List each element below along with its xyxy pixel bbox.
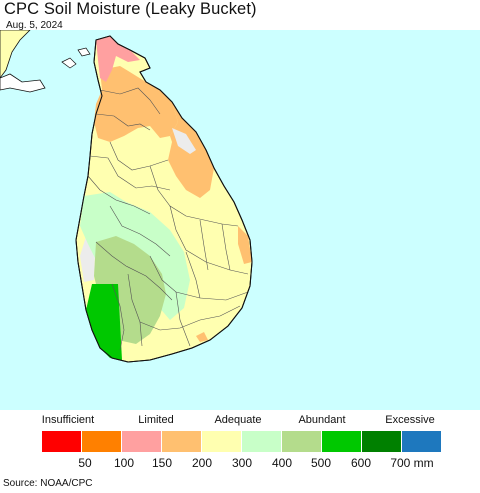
map-area <box>0 30 480 410</box>
legend-category-labels: Insufficient Limited Adequate Abundant E… <box>0 414 480 430</box>
legend-tick: 600 <box>350 456 372 470</box>
legend-swatch <box>122 431 162 452</box>
legend-swatch <box>322 431 362 452</box>
legend-swatch <box>362 431 402 452</box>
source-note: Source: NOAA/CPC <box>3 478 93 489</box>
legend-tick: 400 <box>271 456 293 470</box>
legend-label-excessive: Excessive <box>385 414 435 426</box>
zone-southwest <box>86 284 122 360</box>
map-date: Aug. 5, 2024 <box>6 20 63 31</box>
island <box>77 47 91 57</box>
legend-swatch <box>162 431 202 452</box>
legend-colorbar <box>42 431 442 452</box>
island <box>61 57 77 69</box>
legend-swatch <box>282 431 322 452</box>
zone-nodata-east <box>172 128 196 154</box>
legend-tick: 150 <box>151 456 173 470</box>
legend-swatch <box>242 431 282 452</box>
legend-label-insufficient: Insufficient <box>41 414 95 426</box>
legend-tick: 300 <box>231 456 253 470</box>
district-borders <box>87 87 249 351</box>
coastline <box>75 35 253 363</box>
legend-swatch <box>402 431 442 452</box>
legend-tick: 200 <box>191 456 213 470</box>
legend-swatch <box>82 431 122 452</box>
india-south-tip <box>0 73 46 93</box>
zone-south-dot <box>196 332 208 342</box>
map-title: CPC Soil Moisture (Leaky Bucket) <box>4 0 257 18</box>
zone-jaffna <box>96 36 140 82</box>
legend-label-adequate: Adequate <box>214 414 262 426</box>
legend-swatch <box>202 431 242 452</box>
legend-tick: 700 mm <box>390 456 434 470</box>
legend-tick: 100 <box>113 456 135 470</box>
legend-label-abundant: Abundant <box>298 414 346 426</box>
soil-moisture-map <box>0 30 480 410</box>
legend-label-limited: Limited <box>138 414 174 426</box>
india-coast <box>0 30 31 79</box>
legend-tick: 50 <box>78 456 92 470</box>
legend-swatch <box>42 431 82 452</box>
legend-tick: 500 <box>310 456 332 470</box>
legend-tick-labels: 50 100 150 200 300 400 500 600 700 mm <box>0 456 480 472</box>
zone-east-coast <box>238 226 252 264</box>
zone-north <box>94 66 178 142</box>
